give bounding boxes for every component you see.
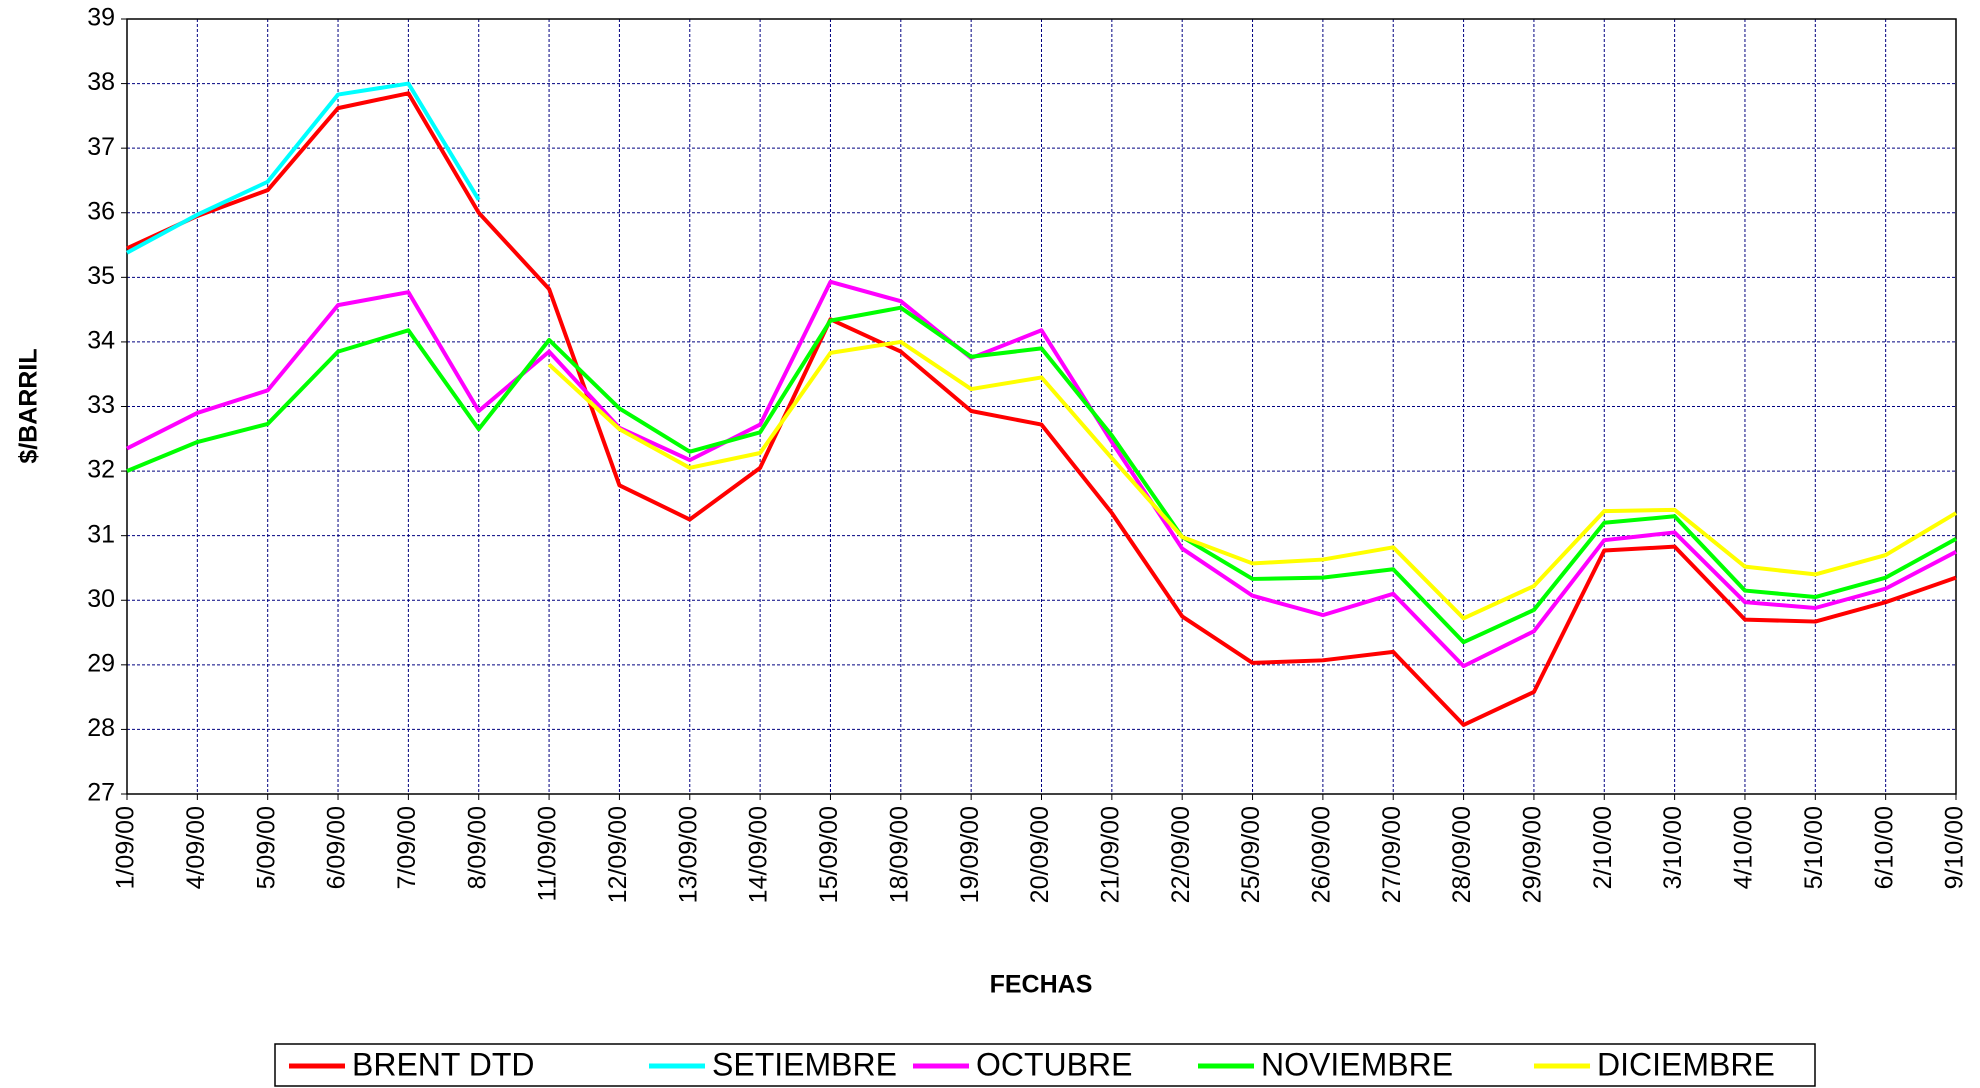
x-tick-label: 2/10/00 xyxy=(1589,806,1617,889)
x-tick-label: 6/09/00 xyxy=(323,806,351,889)
series-line xyxy=(126,91,1957,727)
x-tick-label: 26/09/00 xyxy=(1307,806,1335,903)
y-tick-label: 38 xyxy=(87,68,115,96)
x-tick-label: 5/10/00 xyxy=(1800,806,1828,889)
y-tick-label: 29 xyxy=(87,649,115,677)
x-tick-label: 7/09/00 xyxy=(393,806,421,889)
legend-label: OCTUBRE xyxy=(976,1046,1132,1082)
y-tick-label: 35 xyxy=(87,262,115,290)
series-line xyxy=(126,305,1957,645)
x-tick-label: 22/09/00 xyxy=(1167,806,1195,903)
y-tick-label: 36 xyxy=(87,197,115,225)
y-tick-label: 33 xyxy=(87,391,115,419)
x-tick-label: 20/09/00 xyxy=(1026,806,1054,903)
y-tick-label: 37 xyxy=(87,133,115,161)
y-tick-label: 32 xyxy=(87,456,115,484)
x-tick-label: 25/09/00 xyxy=(1237,806,1265,903)
y-tick-label: 34 xyxy=(87,327,115,355)
legend-label: NOVIEMBRE xyxy=(1261,1046,1453,1082)
y-axis-label: $/BARRIL xyxy=(15,348,43,463)
legend-label: SETIEMBRE xyxy=(712,1046,897,1082)
x-tick-label: 14/09/00 xyxy=(745,806,773,903)
y-tick-label: 39 xyxy=(87,4,115,32)
x-tick-label: 8/09/00 xyxy=(463,806,491,889)
y-tick-label: 30 xyxy=(87,585,115,613)
y-tick-label: 31 xyxy=(87,520,115,548)
x-tick-label: 27/09/00 xyxy=(1378,806,1406,903)
x-tick-label: 3/10/00 xyxy=(1659,806,1687,889)
x-tick-label: 15/09/00 xyxy=(815,806,843,903)
x-tick-label: 4/10/00 xyxy=(1730,806,1758,889)
x-tick-label: 9/10/00 xyxy=(1941,806,1969,889)
x-tick-label: 1/09/00 xyxy=(112,806,140,889)
x-tick-label: 28/09/00 xyxy=(1448,806,1476,903)
x-tick-label: 13/09/00 xyxy=(674,806,702,903)
x-tick-label: 21/09/00 xyxy=(1096,806,1124,903)
legend-label: BRENT DTD xyxy=(352,1046,535,1082)
x-axis-label: FECHAS xyxy=(990,971,1093,999)
series-line xyxy=(547,339,1958,621)
series-line xyxy=(126,279,1957,669)
legend-label: DICIEMBRE xyxy=(1597,1046,1775,1082)
series-line xyxy=(126,81,481,255)
x-tick-label: 11/09/00 xyxy=(534,806,562,901)
x-tick-label: 12/09/00 xyxy=(604,806,632,903)
x-tick-label: 5/09/00 xyxy=(252,806,280,889)
x-tick-label: 4/09/00 xyxy=(182,806,210,889)
y-tick-label: 28 xyxy=(87,714,115,742)
x-tick-label: 19/09/00 xyxy=(956,806,984,903)
plot-border xyxy=(126,18,1957,795)
y-tick-label: 27 xyxy=(87,779,115,807)
x-tick-label: 6/10/00 xyxy=(1870,806,1898,889)
x-tick-label: 29/09/00 xyxy=(1519,806,1547,903)
x-tick-label: 18/09/00 xyxy=(885,806,913,903)
